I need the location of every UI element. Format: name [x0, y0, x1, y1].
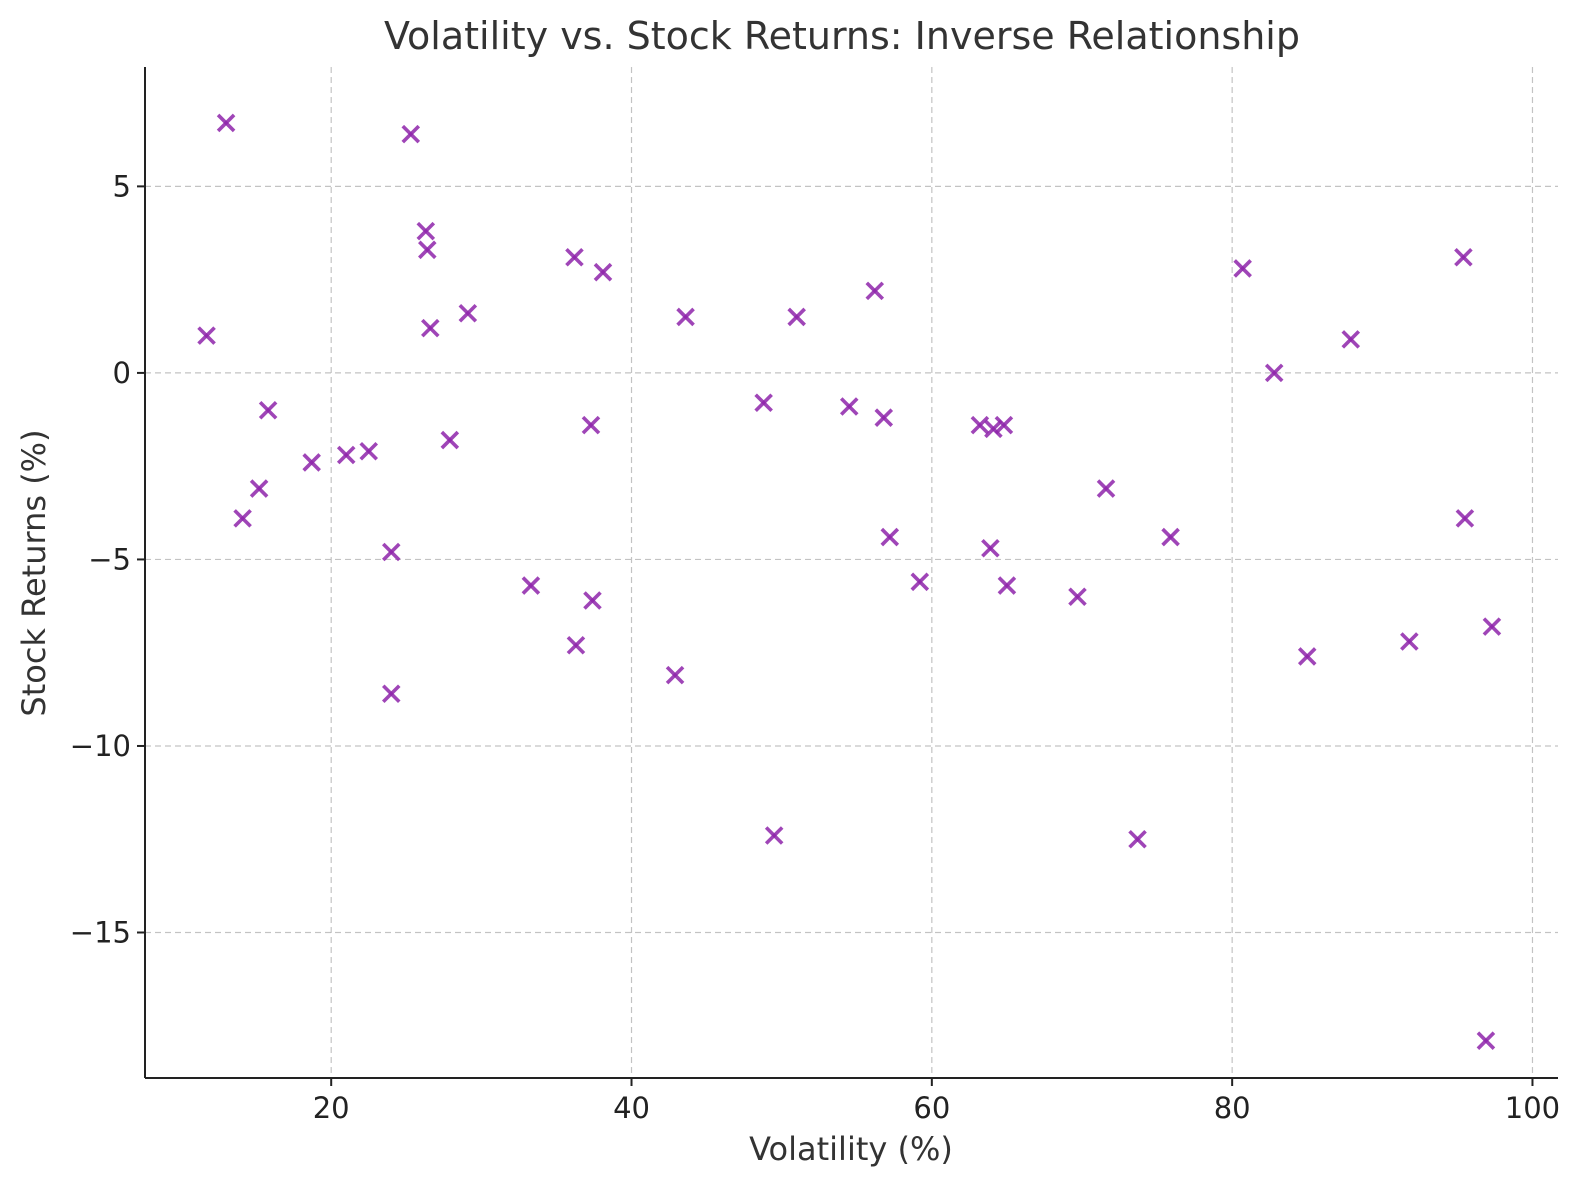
data-point — [1454, 247, 1473, 267]
data-point — [1264, 363, 1284, 383]
data-point — [865, 281, 885, 301]
x-tick-label: 100 — [1505, 1091, 1560, 1125]
data-point — [994, 415, 1014, 435]
data-point — [416, 221, 436, 241]
data-point — [880, 527, 900, 547]
data-point — [754, 393, 773, 413]
y-axis-label: Stock Returns (%) — [15, 429, 53, 716]
data-point — [565, 247, 584, 267]
data-point — [1233, 259, 1252, 278]
data-point — [521, 576, 541, 595]
x-axis-label: Volatility (%) — [749, 1130, 953, 1168]
chart-title: Volatility vs. Stock Returns: Inverse Re… — [384, 14, 1300, 58]
y-tick-label: 5 — [113, 169, 131, 203]
data-point — [583, 591, 602, 610]
data-point — [421, 318, 440, 338]
data-point — [874, 408, 894, 427]
data-point — [258, 400, 278, 420]
data-point — [984, 419, 1003, 439]
data-point — [381, 684, 401, 704]
data-point — [787, 307, 806, 327]
data-point — [970, 415, 990, 435]
data-point — [418, 240, 437, 260]
grid-lines — [145, 67, 1558, 1078]
data-point — [1297, 647, 1317, 666]
data-point — [1068, 587, 1087, 607]
data-point — [1341, 330, 1361, 349]
data-point — [764, 826, 784, 845]
data-point — [458, 303, 478, 323]
data-point — [910, 572, 930, 592]
data-point — [401, 124, 421, 144]
data-point — [1455, 509, 1475, 528]
data-point — [839, 397, 859, 416]
x-tick-label: 80 — [1214, 1091, 1251, 1125]
data-point — [997, 576, 1017, 595]
x-tick-label: 20 — [313, 1091, 350, 1125]
data-point — [1476, 1031, 1496, 1050]
axes — [144, 67, 1558, 1079]
y-tick-label: −5 — [88, 542, 131, 576]
data-point — [665, 665, 685, 685]
data-point — [593, 262, 613, 282]
data-point — [302, 453, 321, 472]
data-points — [197, 113, 1502, 1050]
x-tick-label: 60 — [913, 1091, 950, 1125]
data-point — [359, 441, 379, 461]
x-tick-label: 40 — [613, 1091, 650, 1125]
y-tick-label: 0 — [113, 356, 131, 390]
data-point — [1161, 527, 1180, 547]
y-tick-label: −10 — [70, 729, 131, 763]
data-point — [581, 415, 601, 435]
data-point — [566, 635, 586, 655]
data-point — [1400, 632, 1419, 651]
data-point — [249, 479, 269, 498]
data-point — [216, 113, 236, 133]
data-point — [981, 538, 1000, 558]
data-point — [1482, 617, 1502, 636]
data-point — [1096, 479, 1116, 498]
data-point — [1128, 829, 1147, 849]
y-tick-label: −15 — [70, 916, 131, 950]
data-point — [381, 542, 401, 562]
data-point — [336, 445, 356, 465]
data-point — [440, 430, 460, 450]
data-point — [233, 509, 252, 528]
data-point — [197, 326, 216, 345]
data-point — [676, 307, 695, 327]
axis-ticks: 20 40 60 80 100 5 0 −5 −10 −15 — [70, 169, 1560, 1125]
